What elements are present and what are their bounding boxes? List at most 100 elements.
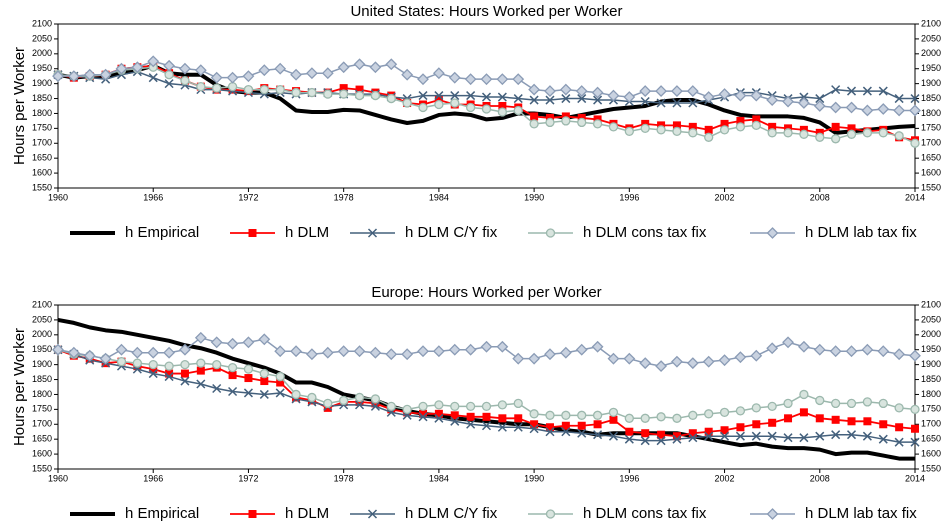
marker [402,404,412,415]
marker [355,85,364,94]
legend-label: h DLM C/Y fix [405,224,498,241]
marker [593,430,603,440]
marker [846,129,857,139]
marker [894,437,904,447]
marker [210,71,223,84]
y-tick-label-right: 1800 [921,389,941,399]
marker [480,340,493,353]
marker [226,71,239,84]
marker [276,378,285,387]
x-tick-label: 1972 [238,192,258,202]
marker [417,345,429,358]
marker [180,369,189,378]
marker [498,414,507,423]
marker [862,397,873,407]
marker [813,100,826,112]
marker [861,104,874,117]
marker [831,415,840,424]
marker [846,430,857,440]
y-tick-label-right: 1700 [921,419,941,429]
marker [180,76,190,86]
y-tick-label-right: 1900 [921,78,941,88]
marker [750,89,763,102]
y-axis-label: Hours per Worker [11,47,28,165]
marker [751,431,761,441]
y-tick-label: 1950 [32,63,52,73]
marker [275,371,285,382]
marker [418,412,428,422]
y-tick-label-right: 1550 [921,463,941,473]
marker [131,61,144,74]
marker [417,73,429,86]
marker [131,346,144,359]
marker [735,431,745,441]
y-tick-label: 1600 [32,448,52,458]
marker [767,128,777,138]
marker [369,346,382,359]
y-tick-label-right: 1750 [921,404,941,414]
marker [148,73,158,83]
marker [275,388,285,398]
marker [784,414,793,423]
x-tick-label: 1984 [429,192,449,202]
marker [577,94,587,104]
marker [148,369,158,379]
marker [655,85,667,98]
marker [513,398,523,409]
marker [720,431,730,441]
y-tick-label: 1750 [32,123,52,133]
marker [274,62,287,75]
marker [353,58,366,71]
marker [164,79,174,89]
marker [196,379,206,389]
marker [497,400,508,410]
marker [194,331,207,344]
y-tick-label-right: 1700 [921,138,941,148]
marker [370,90,381,101]
y-tick-label: 2050 [32,314,52,324]
marker [862,128,873,138]
marker [307,392,317,403]
marker [895,423,904,432]
marker [337,61,350,74]
y-tick-label: 1800 [32,108,52,118]
marker [180,376,190,386]
y-tick-label: 1550 [32,463,52,473]
marker [434,413,444,423]
marker [337,345,350,358]
x-tick-label: 1966 [143,192,163,202]
marker [450,91,460,101]
marker [577,428,587,438]
marker [163,59,176,72]
y-tick-label: 1550 [32,182,52,192]
marker [132,358,143,368]
marker [385,58,398,71]
marker [559,83,572,96]
legend-label: h Empirical [125,505,199,522]
marker [464,343,477,356]
marker [592,119,603,129]
marker [561,410,571,420]
marker [307,87,317,98]
marker [514,414,523,423]
marker [529,424,539,434]
marker [751,120,761,131]
marker [894,403,904,413]
legend-marker [248,510,257,518]
marker [448,71,461,84]
x-tick-label: 1966 [143,473,163,483]
marker [752,420,761,429]
marker [212,359,222,370]
marker [386,93,396,104]
legend-marker [367,509,378,519]
marker [640,123,650,134]
marker [561,421,570,430]
legend-marker [367,228,378,238]
marker [640,413,650,423]
marker [512,73,525,86]
marker [909,104,921,117]
marker [259,389,269,399]
marker [401,348,414,361]
